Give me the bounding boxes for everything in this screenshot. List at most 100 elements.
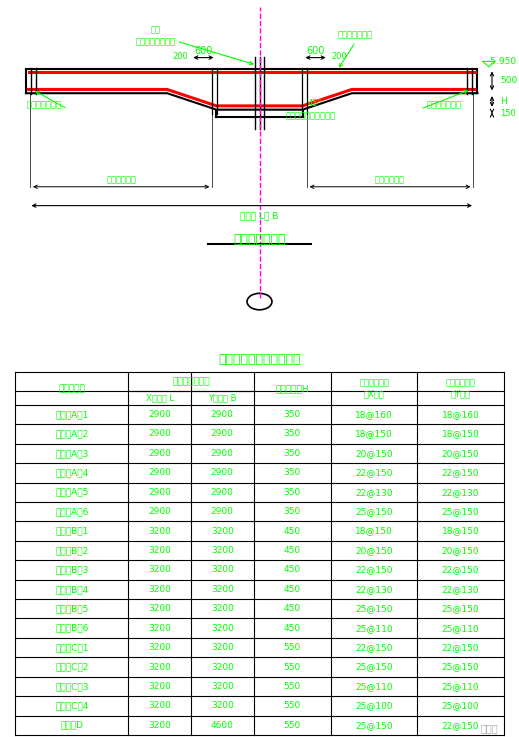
Text: 3200: 3200 (211, 546, 234, 555)
Text: 22@150: 22@150 (356, 468, 393, 478)
Text: 18@150: 18@150 (355, 526, 393, 536)
Text: 20@150: 20@150 (356, 546, 393, 555)
Text: 反柱帽高度H: 反柱帽高度H (276, 384, 309, 393)
Text: 反柱帽D: 反柱帽D (60, 721, 84, 730)
Text: 450: 450 (284, 565, 301, 574)
Text: 土木吧: 土木吧 (481, 723, 499, 733)
Text: 2900: 2900 (148, 468, 171, 478)
Text: 25@100: 25@100 (356, 702, 393, 710)
Text: 25@100: 25@100 (442, 702, 479, 710)
Text: 3200: 3200 (211, 624, 234, 632)
Text: 25@150: 25@150 (356, 507, 393, 516)
Text: 2900: 2900 (148, 430, 171, 439)
Text: 350: 350 (283, 449, 301, 458)
Text: 反柱帽 L或 B: 反柱帽 L或 B (240, 212, 279, 221)
Text: 450: 450 (284, 604, 301, 613)
Text: 3200: 3200 (211, 585, 234, 594)
Text: 2900: 2900 (211, 449, 234, 458)
Text: 反柱帽B－4: 反柱帽B－4 (56, 585, 89, 594)
Text: 25@150: 25@150 (442, 604, 479, 613)
Text: 25@110: 25@110 (356, 624, 393, 632)
Text: 反柱帽B－3: 反柱帽B－3 (55, 565, 89, 574)
Text: 见基础平面图: 见基础平面图 (375, 175, 405, 184)
Text: 反柱帽C－2: 反柱帽C－2 (55, 663, 89, 671)
Text: 柱帽底部配筋
（X向）: 柱帽底部配筋 （X向） (359, 379, 389, 398)
Text: 反柱帽A－4: 反柱帽A－4 (56, 468, 89, 478)
Text: 550: 550 (283, 663, 301, 671)
Text: 柱帽底部配筋
（Y向）: 柱帽底部配筋 （Y向） (445, 379, 475, 398)
Text: 550: 550 (283, 682, 301, 691)
Text: 3200: 3200 (211, 565, 234, 574)
Text: 3200: 3200 (211, 702, 234, 710)
Text: 550: 550 (283, 643, 301, 652)
Text: 见基础平面图: 见基础平面图 (106, 175, 136, 184)
Text: 3200: 3200 (148, 682, 171, 691)
Text: 反柱帽C－1: 反柱帽C－1 (55, 643, 89, 652)
Text: 550: 550 (283, 721, 301, 730)
Text: H: H (500, 97, 507, 106)
Text: 22@150: 22@150 (442, 565, 479, 574)
Text: 350: 350 (283, 468, 301, 478)
Text: 反柱帽B－1: 反柱帽B－1 (55, 526, 89, 536)
Text: 200: 200 (172, 52, 188, 61)
Text: 基桩: 基桩 (151, 25, 161, 35)
Text: 350: 350 (283, 430, 301, 439)
Text: 反柱帽A－3: 反柱帽A－3 (55, 449, 89, 458)
Text: 18@160: 18@160 (355, 410, 393, 419)
Text: 反柱帽编号: 反柱帽编号 (59, 384, 85, 393)
Text: Y向边长 B: Y向边长 B (208, 394, 237, 402)
Text: 25@110: 25@110 (356, 682, 393, 691)
Text: 3200: 3200 (148, 546, 171, 555)
Text: 桩基底部配筋（双向）: 桩基底部配筋（双向） (285, 112, 335, 121)
Text: 20@150: 20@150 (442, 546, 479, 555)
Text: 600: 600 (306, 46, 325, 55)
Text: 反柱帽C－4: 反柱帽C－4 (55, 702, 89, 710)
Text: 4600: 4600 (211, 721, 234, 730)
Text: 柱主筋伸入承台内: 柱主筋伸入承台内 (135, 38, 176, 46)
Text: 反柱帽B－2: 反柱帽B－2 (56, 546, 89, 555)
Text: X向边长 L: X向边长 L (146, 394, 174, 402)
Text: 3200: 3200 (148, 624, 171, 632)
Text: 2900: 2900 (148, 507, 171, 516)
Text: 25@150: 25@150 (356, 721, 393, 730)
Text: 反柱帽几何尺寸: 反柱帽几何尺寸 (172, 377, 210, 386)
Text: 3200: 3200 (148, 585, 171, 594)
Text: 350: 350 (283, 410, 301, 419)
Text: 18@150: 18@150 (442, 526, 480, 536)
Text: 3200: 3200 (148, 604, 171, 613)
Text: -5.950: -5.950 (488, 57, 517, 66)
Text: 3200: 3200 (211, 643, 234, 652)
Text: 200: 200 (331, 52, 347, 61)
Text: 3200: 3200 (148, 702, 171, 710)
Text: 3200: 3200 (211, 604, 234, 613)
Text: 20@150: 20@150 (442, 449, 479, 458)
Text: 22@150: 22@150 (356, 565, 393, 574)
Text: 3200: 3200 (148, 565, 171, 574)
Text: 反柱帽B－5: 反柱帽B－5 (55, 604, 89, 613)
Text: 同底板上部钢筋: 同底板上部钢筋 (338, 30, 373, 39)
Text: 450: 450 (284, 624, 301, 632)
Text: 22@150: 22@150 (356, 643, 393, 652)
Text: 反柱帽剖面详图: 反柱帽剖面详图 (233, 233, 286, 246)
Text: 3200: 3200 (148, 721, 171, 730)
Text: 2900: 2900 (211, 468, 234, 478)
Text: 2900: 2900 (211, 430, 234, 439)
Text: 3200: 3200 (211, 526, 234, 536)
Text: 反柱帽A－2: 反柱帽A－2 (56, 430, 89, 439)
Text: 22@130: 22@130 (356, 488, 393, 497)
Text: 25@150: 25@150 (442, 507, 479, 516)
Text: 22@130: 22@130 (442, 585, 479, 594)
Text: 18@150: 18@150 (355, 430, 393, 439)
Text: 500: 500 (500, 77, 517, 85)
Text: 3200: 3200 (148, 526, 171, 536)
Text: 同底板下部钢筋: 同底板下部钢筋 (26, 100, 62, 109)
Text: 2900: 2900 (211, 488, 234, 497)
Text: 反柱帽A－6: 反柱帽A－6 (55, 507, 89, 516)
Text: 3200: 3200 (148, 643, 171, 652)
Text: 反柱帽B－6: 反柱帽B－6 (55, 624, 89, 632)
Text: 550: 550 (283, 702, 301, 710)
Text: 2900: 2900 (211, 410, 234, 419)
Text: 反柱帽A－5: 反柱帽A－5 (55, 488, 89, 497)
Text: 18@160: 18@160 (442, 410, 480, 419)
Text: 反柱帽A－1: 反柱帽A－1 (55, 410, 89, 419)
